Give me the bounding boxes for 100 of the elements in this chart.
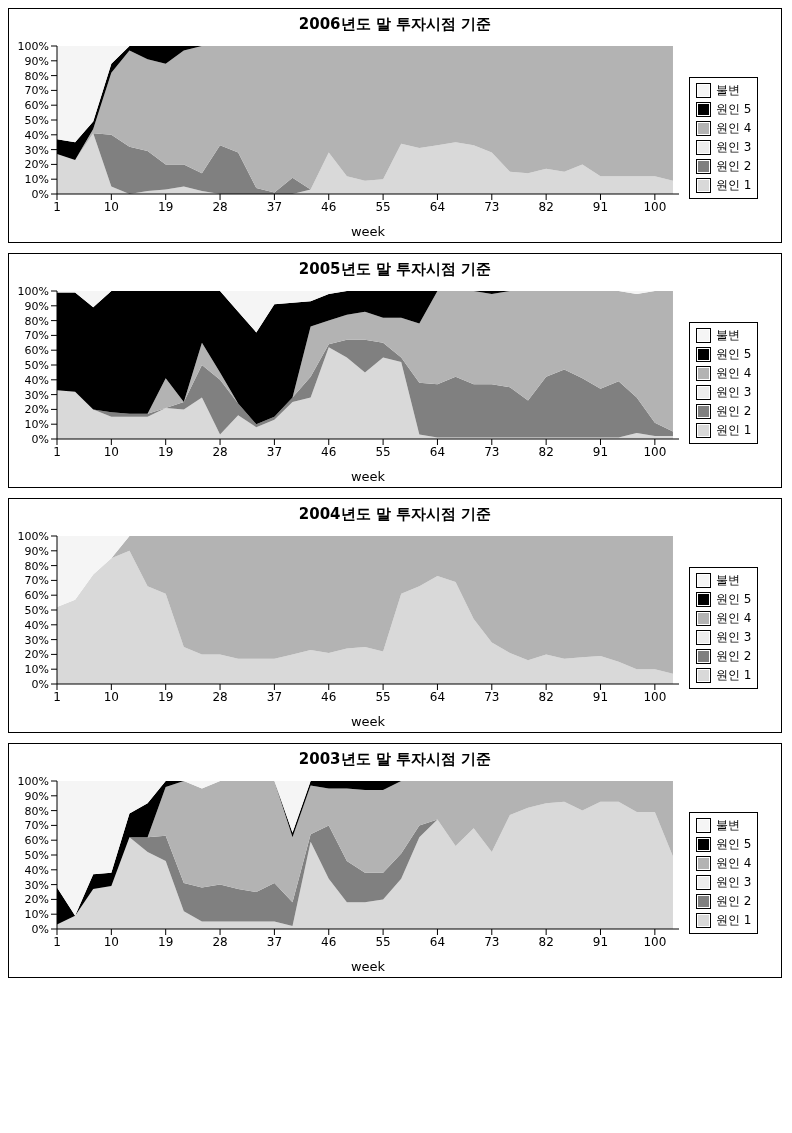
x-tick-label: 91: [592, 199, 609, 214]
x-axis-title: week: [350, 224, 386, 239]
x-axis-title: week: [350, 714, 386, 729]
y-tick-label: 30%: [24, 633, 49, 647]
legend-label: 원인 5: [716, 836, 752, 853]
y-tick-label: 20%: [24, 403, 49, 417]
y-tick-label: 80%: [24, 314, 49, 328]
y-tick-label: 60%: [24, 344, 49, 358]
y-tick-label: 90%: [24, 299, 49, 313]
x-axis-title: week: [350, 959, 386, 974]
x-tick-label: 37: [266, 689, 283, 704]
x-tick-label: 28: [212, 689, 228, 704]
y-tick-label: 50%: [24, 848, 49, 862]
x-tick-label: 91: [592, 444, 609, 459]
y-tick-label: 10%: [24, 173, 49, 187]
y-tick-label: 50%: [24, 113, 49, 127]
x-tick-label: 55: [375, 689, 391, 704]
y-tick-label: 100%: [17, 774, 49, 788]
legend-label: 원인 5: [716, 346, 752, 363]
y-tick-label: 50%: [24, 603, 49, 617]
x-tick-label: 91: [592, 689, 609, 704]
chart-title: 2006년도 말 투자시점 기준: [297, 15, 493, 34]
x-tick-label: 19: [158, 934, 174, 949]
y-tick-label: 30%: [24, 878, 49, 892]
legend-label: 불변: [716, 817, 740, 834]
x-tick-label: 46: [321, 689, 337, 704]
x-tick-label: 100: [643, 199, 667, 214]
x-tick-label: 19: [158, 689, 174, 704]
legend-label: 원인 2: [716, 893, 752, 910]
y-tick-label: 60%: [24, 99, 49, 113]
x-tick-label: 10: [103, 934, 119, 949]
y-tick-label: 0%: [31, 922, 49, 936]
y-tick-label: 50%: [24, 358, 49, 372]
y-tick-label: 20%: [24, 158, 49, 172]
x-tick-label: 10: [103, 444, 119, 459]
x-tick-label: 64: [429, 199, 446, 214]
legend-label: 불변: [716, 327, 740, 344]
x-tick-label: 37: [266, 444, 283, 459]
x-tick-label: 73: [484, 199, 500, 214]
legend-label: 불변: [716, 572, 740, 589]
x-tick-label: 28: [212, 199, 228, 214]
y-tick-label: 0%: [31, 187, 49, 201]
x-tick-label: 1: [53, 689, 61, 704]
legend-label: 원인 1: [716, 912, 752, 929]
x-tick-label: 10: [103, 199, 119, 214]
legend-label: 원인 3: [716, 629, 752, 646]
legend-label: 원인 1: [716, 177, 752, 194]
x-tick-label: 73: [484, 689, 500, 704]
x-tick-label: 64: [429, 689, 446, 704]
y-tick-label: 40%: [24, 128, 49, 142]
y-tick-label: 70%: [24, 819, 49, 833]
y-tick-label: 90%: [24, 544, 49, 558]
y-tick-label: 90%: [24, 54, 49, 68]
x-tick-label: 1: [53, 444, 61, 459]
x-tick-label: 73: [484, 444, 500, 459]
y-tick-label: 20%: [24, 648, 49, 662]
legend-label: 원인 2: [716, 648, 752, 665]
x-axis-title: week: [350, 469, 386, 484]
y-tick-label: 60%: [24, 589, 49, 603]
x-tick-label: 19: [158, 444, 174, 459]
chart-title: 2003년도 말 투자시점 기준: [297, 750, 493, 769]
x-tick-label: 28: [212, 934, 228, 949]
y-tick-label: 30%: [24, 143, 49, 157]
legend-label: 원인 1: [716, 422, 752, 439]
y-tick-label: 10%: [24, 418, 49, 432]
y-tick-label: 40%: [24, 618, 49, 632]
x-tick-label: 19: [158, 199, 174, 214]
legend-label: 원인 4: [716, 855, 752, 872]
x-tick-label: 46: [321, 199, 337, 214]
legend-label: 원인 5: [716, 101, 752, 118]
x-tick-label: 1: [53, 199, 61, 214]
legend-label: 불변: [716, 82, 740, 99]
y-tick-label: 80%: [24, 69, 49, 83]
y-tick-label: 40%: [24, 373, 49, 387]
legend-label: 원인 3: [716, 874, 752, 891]
x-tick-label: 46: [321, 444, 337, 459]
chart-title: 2004년도 말 투자시점 기준: [297, 505, 493, 524]
legend-label: 원인 5: [716, 591, 752, 608]
x-tick-label: 73: [484, 934, 500, 949]
y-tick-label: 0%: [31, 677, 49, 691]
y-tick-label: 100%: [17, 39, 49, 53]
x-tick-label: 64: [429, 934, 446, 949]
x-tick-label: 91: [592, 934, 609, 949]
y-tick-label: 0%: [31, 432, 49, 446]
x-tick-label: 82: [538, 199, 554, 214]
legend-label: 원인 1: [716, 667, 752, 684]
chart-title: 2005년도 말 투자시점 기준: [297, 260, 493, 279]
legend-label: 원인 2: [716, 158, 752, 175]
x-tick-label: 28: [212, 444, 228, 459]
x-tick-label: 100: [643, 689, 667, 704]
y-tick-label: 80%: [24, 804, 49, 818]
x-tick-label: 100: [643, 934, 667, 949]
legend-label: 원인 4: [716, 365, 752, 382]
legend-label: 원인 2: [716, 403, 752, 420]
y-tick-label: 100%: [17, 284, 49, 298]
y-tick-label: 70%: [24, 329, 49, 343]
y-tick-label: 10%: [24, 663, 49, 677]
x-tick-label: 46: [321, 934, 337, 949]
x-tick-label: 82: [538, 934, 554, 949]
x-tick-label: 55: [375, 444, 391, 459]
